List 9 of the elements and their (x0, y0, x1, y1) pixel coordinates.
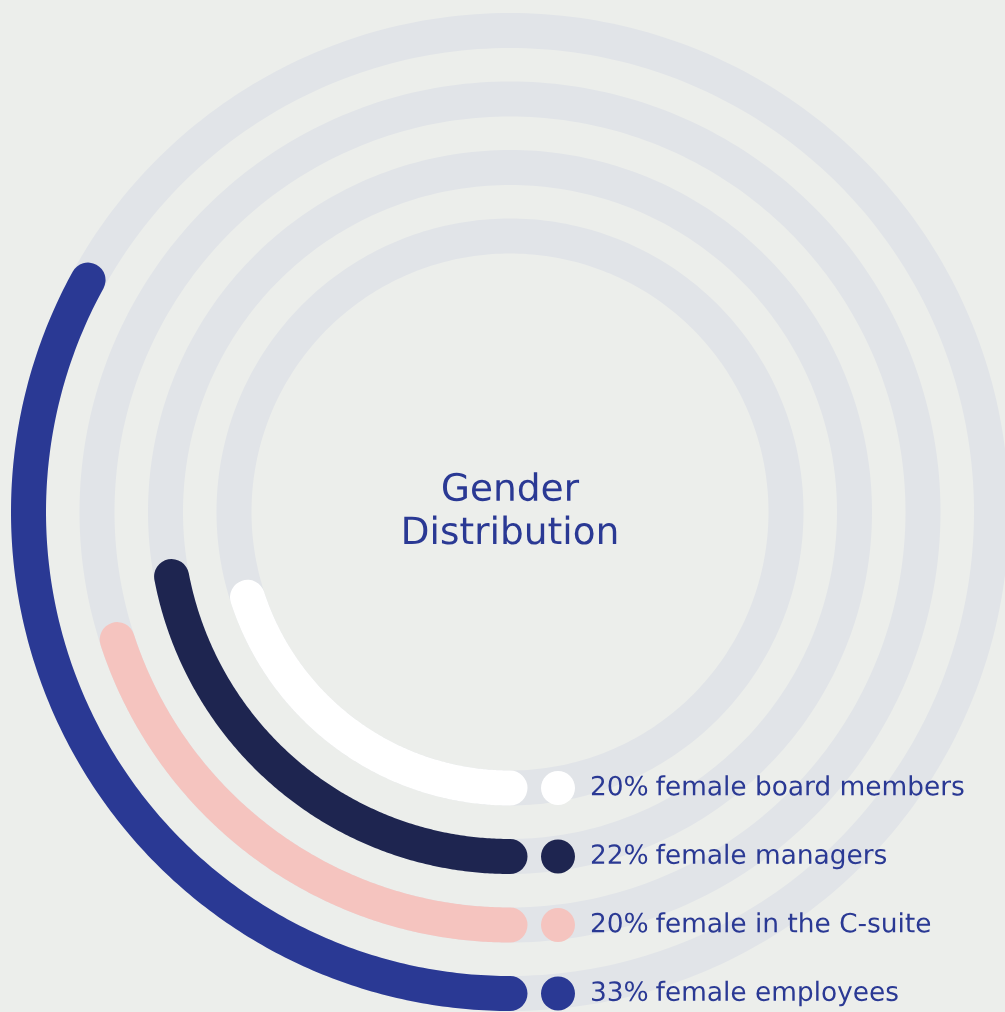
data-label: 33% (592, 981, 648, 1002)
data-label: 20% (591, 912, 648, 933)
text: Gender Distribution (404, 472, 617, 545)
category-label: female board members (656, 775, 964, 796)
data-label: 20% (591, 775, 648, 796)
data-label: 22% (591, 844, 648, 865)
category-label: female in the C-suite (656, 912, 931, 933)
category-label: female managers (656, 843, 887, 870)
category-label: female employees (656, 980, 898, 1007)
